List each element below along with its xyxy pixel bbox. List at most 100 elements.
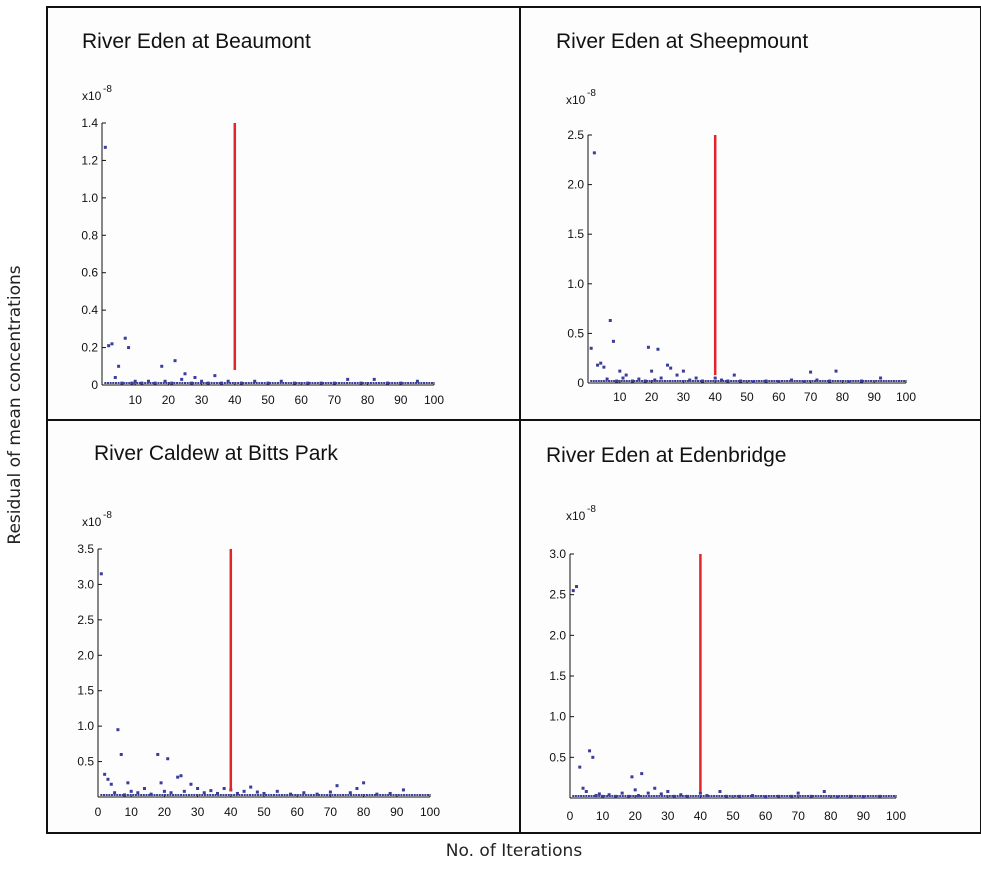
baseline-point [574, 795, 577, 797]
data-point [636, 794, 640, 798]
baseline-point [744, 795, 747, 797]
data-point [713, 376, 717, 380]
baseline-point [898, 380, 901, 382]
baseline-point [821, 380, 824, 382]
baseline-point [806, 795, 809, 797]
baseline-point [145, 794, 148, 796]
baseline-point [893, 795, 896, 797]
baseline-point [125, 382, 128, 384]
x-tick-label: 70 [804, 390, 818, 404]
baseline-point [373, 794, 376, 796]
baseline-point [283, 794, 286, 796]
x-tick-label: 60 [295, 393, 309, 407]
baseline-point [598, 795, 601, 797]
data-point [688, 378, 692, 382]
baseline-point [793, 380, 796, 382]
baseline-point [684, 380, 687, 382]
baseline-point [417, 382, 420, 384]
data-point [123, 336, 127, 340]
data-point [173, 359, 177, 363]
baseline-point [229, 382, 232, 384]
baseline-point [590, 380, 593, 382]
baseline-point [118, 794, 121, 796]
data-point [415, 379, 419, 383]
baseline-point [681, 795, 684, 797]
baseline-point [843, 795, 846, 797]
x-tick-label: 80 [824, 809, 838, 823]
baseline-point [859, 795, 862, 797]
baseline-point [817, 795, 820, 797]
baseline-point [338, 382, 341, 384]
baseline-point [796, 380, 799, 382]
baseline-point [882, 795, 885, 797]
baseline-point [602, 380, 605, 382]
x-tick-label: 80 [836, 390, 850, 404]
baseline-point [310, 794, 313, 796]
baseline-point [388, 382, 391, 384]
baseline-point [282, 382, 285, 384]
baseline-point [311, 382, 314, 384]
baseline-point [275, 794, 278, 796]
y-tick-label: 0 [577, 376, 584, 390]
baseline-point [308, 382, 311, 384]
baseline-point [647, 795, 650, 797]
baseline-point [286, 794, 289, 796]
baseline-point [819, 380, 822, 382]
baseline-point [255, 382, 258, 384]
y-tick-label: 0.4 [81, 303, 98, 317]
baseline-point [158, 794, 161, 796]
baseline-point [780, 380, 783, 382]
baseline-point [811, 380, 814, 382]
data-point [653, 786, 657, 790]
baseline-point [900, 380, 903, 382]
baseline-point [176, 382, 179, 384]
baseline-point [409, 382, 412, 384]
data-point [751, 794, 755, 798]
baseline-point [722, 380, 725, 382]
x-tick-label: 50 [740, 390, 754, 404]
data-point [222, 786, 226, 790]
baseline-point [882, 380, 885, 382]
data-point [262, 791, 266, 795]
baseline-point [113, 794, 116, 796]
y-tick-label: 0 [91, 378, 98, 392]
baseline-point [757, 795, 760, 797]
baseline-point [801, 795, 804, 797]
data-point [140, 381, 144, 385]
data-point [575, 585, 579, 589]
x-tick-label: 10 [125, 805, 139, 819]
data-point [614, 794, 618, 798]
baseline-point [166, 794, 169, 796]
y-multiplier-exponent: -8 [587, 88, 596, 99]
baseline-point [180, 794, 182, 796]
baseline-point [689, 795, 692, 797]
data-point [724, 794, 728, 798]
baseline-point [620, 380, 623, 382]
baseline-point [383, 382, 386, 384]
baseline-point [735, 380, 738, 382]
baseline-point [356, 382, 359, 384]
data-point [621, 376, 625, 380]
baseline-point [194, 382, 197, 384]
x-tick-label: 100 [420, 805, 440, 819]
baseline-point [872, 795, 875, 797]
data-point [659, 376, 663, 380]
baseline-point [162, 382, 165, 384]
data-point [790, 378, 794, 382]
baseline-point [592, 380, 595, 382]
baseline-point [632, 795, 635, 797]
baseline-point [713, 795, 716, 797]
baseline-point [346, 382, 349, 384]
baseline-point [400, 794, 403, 796]
y-multiplier: x10 [566, 93, 586, 107]
baseline-point [651, 380, 654, 382]
baseline-point [728, 795, 731, 797]
baseline-point [754, 795, 757, 797]
baseline-point [245, 382, 248, 384]
baseline-point [272, 794, 275, 796]
baseline-point [268, 382, 271, 384]
data-point [335, 784, 339, 788]
data-point [602, 365, 606, 369]
data-point [592, 151, 596, 155]
baseline-point [349, 794, 352, 796]
